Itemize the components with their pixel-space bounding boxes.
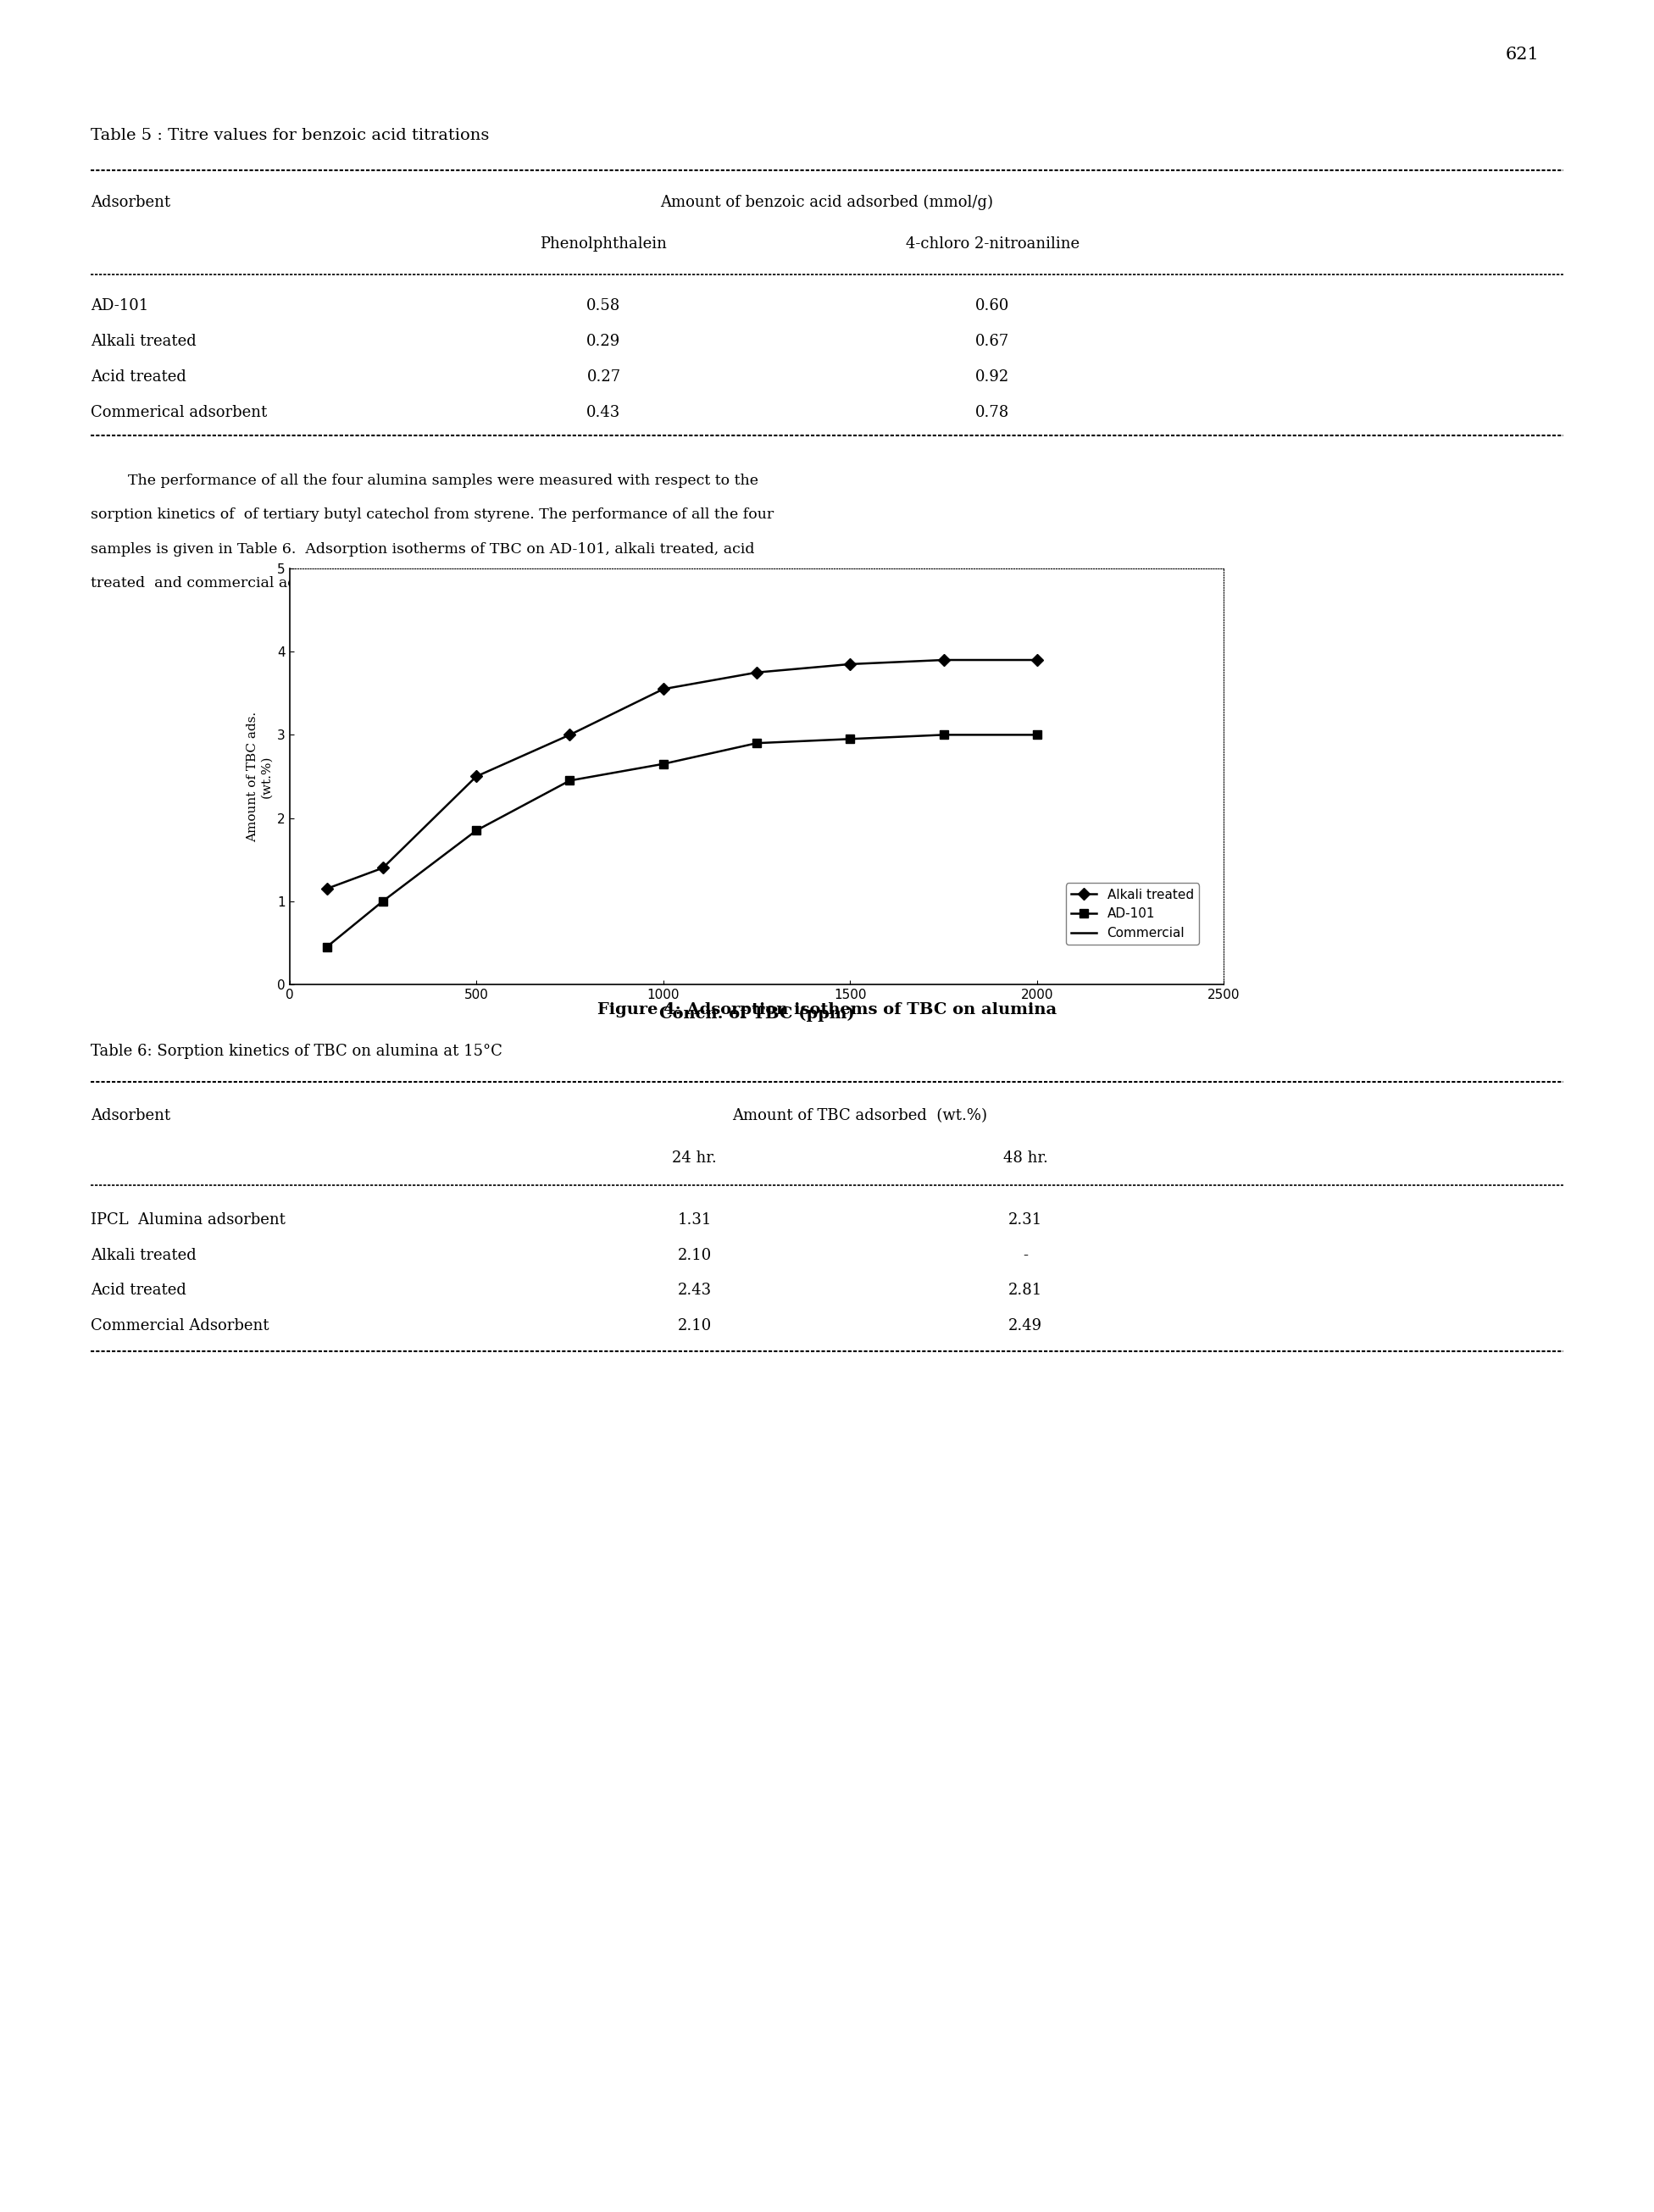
Text: Adsorbent: Adsorbent bbox=[91, 1108, 170, 1124]
Text: 2.10: 2.10 bbox=[678, 1248, 711, 1263]
X-axis label: Concn. of TBC (ppm): Concn. of TBC (ppm) bbox=[658, 1006, 855, 1022]
Text: treated  and commercial adsorbent are given in Figure 4.: treated and commercial adsorbent are giv… bbox=[91, 575, 521, 591]
Line: AD-101: AD-101 bbox=[323, 730, 1040, 951]
Alkali treated bbox=[840, 650, 860, 677]
Text: sorption kinetics of  of tertiary butyl catechol from styrene. The performance o: sorption kinetics of of tertiary butyl c… bbox=[91, 507, 774, 522]
Text: Commercial Adsorbent: Commercial Adsorbent bbox=[91, 1318, 270, 1334]
Text: 0.58: 0.58 bbox=[587, 299, 620, 314]
Text: IPCL  Alumina adsorbent: IPCL Alumina adsorbent bbox=[91, 1212, 286, 1228]
Line: Alkali treated: Alkali treated bbox=[323, 655, 1040, 894]
Alkali treated bbox=[559, 721, 579, 748]
AD-101 bbox=[559, 768, 579, 794]
Text: 0.29: 0.29 bbox=[587, 334, 620, 349]
Alkali treated bbox=[466, 763, 486, 790]
AD-101 bbox=[748, 730, 767, 757]
Text: 2.43: 2.43 bbox=[678, 1283, 711, 1298]
Text: Adsorbent: Adsorbent bbox=[91, 195, 170, 210]
Text: 0.27: 0.27 bbox=[587, 369, 620, 385]
Text: Table 5 : Titre values for benzoic acid titrations: Table 5 : Titre values for benzoic acid … bbox=[91, 128, 490, 144]
Text: 0.60: 0.60 bbox=[976, 299, 1009, 314]
Text: 0.43: 0.43 bbox=[587, 405, 620, 420]
Legend: Alkali treated, AD-101, Commercial: Alkali treated, AD-101, Commercial bbox=[1065, 883, 1199, 945]
Text: AD-101: AD-101 bbox=[91, 299, 149, 314]
Alkali treated bbox=[653, 677, 673, 703]
Text: Alkali treated: Alkali treated bbox=[91, 334, 197, 349]
Text: Phenolphthalein: Phenolphthalein bbox=[541, 237, 667, 252]
AD-101 bbox=[840, 726, 860, 752]
Text: 4-chloro 2-nitroaniline: 4-chloro 2-nitroaniline bbox=[905, 237, 1080, 252]
AD-101 bbox=[933, 721, 953, 748]
AD-101 bbox=[653, 750, 673, 776]
Text: 2.49: 2.49 bbox=[1009, 1318, 1042, 1334]
AD-101 bbox=[318, 933, 337, 960]
Text: Table 6: Sorption kinetics of TBC on alumina at 15°C: Table 6: Sorption kinetics of TBC on alu… bbox=[91, 1044, 503, 1060]
AD-101 bbox=[1027, 721, 1047, 748]
Alkali treated bbox=[374, 854, 394, 880]
Text: -: - bbox=[1022, 1248, 1029, 1263]
Text: Amount of benzoic acid adsorbed (mmol/g): Amount of benzoic acid adsorbed (mmol/g) bbox=[660, 195, 994, 210]
Alkali treated bbox=[1027, 646, 1047, 672]
Alkali treated bbox=[933, 646, 953, 672]
Text: Figure 4: Adsorption isothems of TBC on alumina: Figure 4: Adsorption isothems of TBC on … bbox=[597, 1002, 1057, 1018]
Text: 0.78: 0.78 bbox=[976, 405, 1009, 420]
Text: Amount of TBC adsorbed  (wt.%): Amount of TBC adsorbed (wt.%) bbox=[733, 1108, 987, 1124]
Text: 2.81: 2.81 bbox=[1009, 1283, 1042, 1298]
Text: 2.10: 2.10 bbox=[678, 1318, 711, 1334]
Text: 0.67: 0.67 bbox=[976, 334, 1009, 349]
Text: 1.31: 1.31 bbox=[678, 1212, 711, 1228]
Text: Acid treated: Acid treated bbox=[91, 1283, 187, 1298]
Text: The performance of all the four alumina samples were measured with respect to th: The performance of all the four alumina … bbox=[91, 473, 759, 489]
Text: 2.31: 2.31 bbox=[1009, 1212, 1042, 1228]
Text: Commerical adsorbent: Commerical adsorbent bbox=[91, 405, 268, 420]
Text: Acid treated: Acid treated bbox=[91, 369, 187, 385]
Text: 621: 621 bbox=[1505, 46, 1538, 62]
Alkali treated bbox=[318, 876, 337, 902]
Text: samples is given in Table 6.  Adsorption isotherms of TBC on AD-101, alkali trea: samples is given in Table 6. Adsorption … bbox=[91, 542, 754, 557]
Text: 24 hr.: 24 hr. bbox=[672, 1150, 718, 1166]
Text: Alkali treated: Alkali treated bbox=[91, 1248, 197, 1263]
Alkali treated bbox=[748, 659, 767, 686]
Text: 48 hr.: 48 hr. bbox=[1002, 1150, 1049, 1166]
Y-axis label: Amount of TBC ads.
(wt.%): Amount of TBC ads. (wt.%) bbox=[246, 710, 273, 843]
Text: 0.92: 0.92 bbox=[976, 369, 1009, 385]
AD-101 bbox=[466, 816, 486, 843]
AD-101 bbox=[374, 887, 394, 914]
